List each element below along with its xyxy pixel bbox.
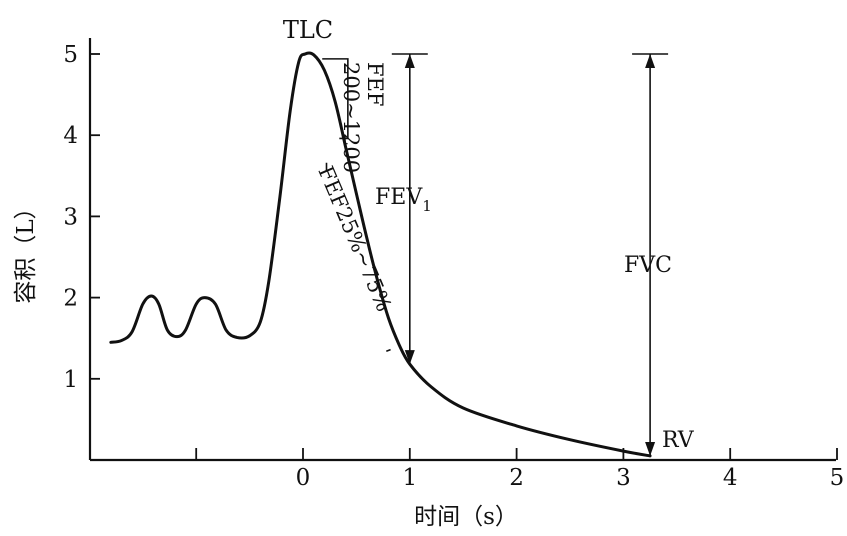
fev1-label-base: FEV [375,185,423,210]
x-tick-label: 0 [296,465,311,491]
y-tick-label: 2 [63,286,78,312]
x-tick-label: 1 [402,465,417,491]
arrow-head-up [645,54,656,68]
rv-label: RV [662,428,695,453]
fvc-arrow [632,53,669,456]
x-axis-label: 时间（s） [414,504,518,530]
y-ticks: 1 2 3 4 5 [63,42,100,393]
x-tick-label: 4 [723,465,738,491]
y-tick-label: 3 [63,204,78,230]
y-tick-label: 1 [63,367,78,393]
fef-200-1200-bracket [322,58,349,140]
x-tick-label: 2 [509,465,524,491]
y-tick-label: 4 [63,123,78,149]
fvc-label: FVC [624,253,672,278]
y-axis-label: 容积（L） [13,196,39,303]
x-ticks: 0 1 2 3 4 5 [195,448,845,491]
y-tick-label: 5 [63,42,78,68]
volume-time-curve [109,51,652,458]
fev1-label-subscript: 1 [422,197,432,215]
arrow-head-down [404,350,415,365]
x-tick-label: 5 [830,465,845,491]
fef-label-line2: 200~1200 [339,62,363,173]
fef-label-line1: FEF [363,62,387,106]
fef-25-75-end-ticks [325,162,391,352]
fev1-arrow [391,53,428,365]
arrow-head-down [645,441,656,456]
arrow-head-up [404,54,415,68]
tlc-label: TLC [283,16,333,44]
x-tick-label: 3 [616,465,631,491]
fev1-label: FEV1 [375,185,432,215]
